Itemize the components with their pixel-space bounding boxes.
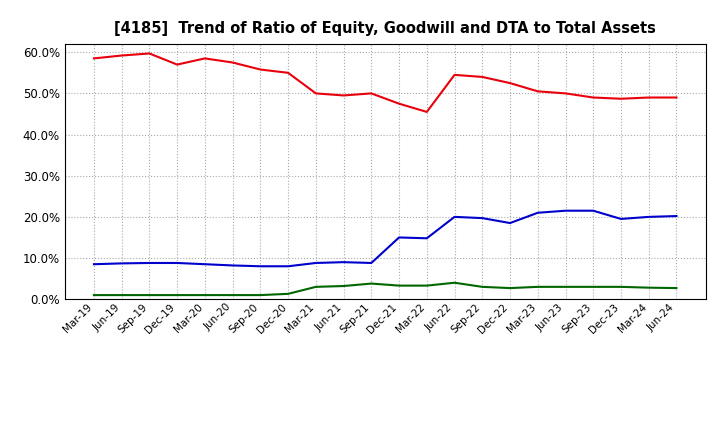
Deferred Tax Assets [284,291,292,297]
Goodwill [173,260,181,266]
Deferred Tax Assets [450,280,459,286]
Equity [395,101,403,106]
Equity [145,51,154,56]
Deferred Tax Assets [173,293,181,298]
Deferred Tax Assets [616,284,625,290]
Deferred Tax Assets [589,284,598,290]
Equity [478,74,487,80]
Deferred Tax Assets [672,286,681,291]
Deferred Tax Assets [89,293,98,298]
Deferred Tax Assets [228,293,237,298]
Equity [284,70,292,75]
Equity [312,91,320,96]
Equity [589,95,598,100]
Deferred Tax Assets [505,286,514,291]
Goodwill [256,264,265,269]
Goodwill [228,263,237,268]
Goodwill [312,260,320,266]
Equity [339,93,348,98]
Equity [534,89,542,94]
Deferred Tax Assets [145,293,154,298]
Deferred Tax Assets [561,284,570,290]
Equity [423,109,431,114]
Equity [644,95,653,100]
Equity [256,67,265,72]
Goodwill [145,260,154,266]
Equity [672,95,681,100]
Goodwill [423,236,431,241]
Equity [616,96,625,101]
Line: Goodwill: Goodwill [94,211,677,266]
Legend: Equity, Goodwill, Deferred Tax Assets: Equity, Goodwill, Deferred Tax Assets [179,439,592,440]
Goodwill [450,214,459,220]
Deferred Tax Assets [367,281,376,286]
Goodwill [117,261,126,266]
Goodwill [561,208,570,213]
Goodwill [339,260,348,265]
Deferred Tax Assets [534,284,542,290]
Equity [228,60,237,65]
Goodwill [367,260,376,266]
Equity [450,72,459,77]
Deferred Tax Assets [478,284,487,290]
Deferred Tax Assets [644,285,653,290]
Deferred Tax Assets [395,283,403,288]
Deferred Tax Assets [256,293,265,298]
Goodwill [616,216,625,222]
Goodwill [89,261,98,267]
Deferred Tax Assets [117,293,126,298]
Goodwill [505,220,514,226]
Goodwill [672,213,681,219]
Goodwill [478,216,487,221]
Equity [367,91,376,96]
Goodwill [644,214,653,220]
Deferred Tax Assets [201,293,210,298]
Line: Equity: Equity [94,54,677,112]
Goodwill [201,261,210,267]
Equity [561,91,570,96]
Goodwill [589,208,598,213]
Equity [505,81,514,86]
Equity [173,62,181,67]
Goodwill [534,210,542,216]
Equity [89,56,98,61]
Deferred Tax Assets [339,283,348,289]
Deferred Tax Assets [423,283,431,288]
Goodwill [395,235,403,240]
Line: Deferred Tax Assets: Deferred Tax Assets [94,283,677,295]
Deferred Tax Assets [312,284,320,290]
Goodwill [284,264,292,269]
Title: [4185]  Trend of Ratio of Equity, Goodwill and DTA to Total Assets: [4185] Trend of Ratio of Equity, Goodwil… [114,21,656,36]
Equity [201,56,210,61]
Equity [117,53,126,58]
